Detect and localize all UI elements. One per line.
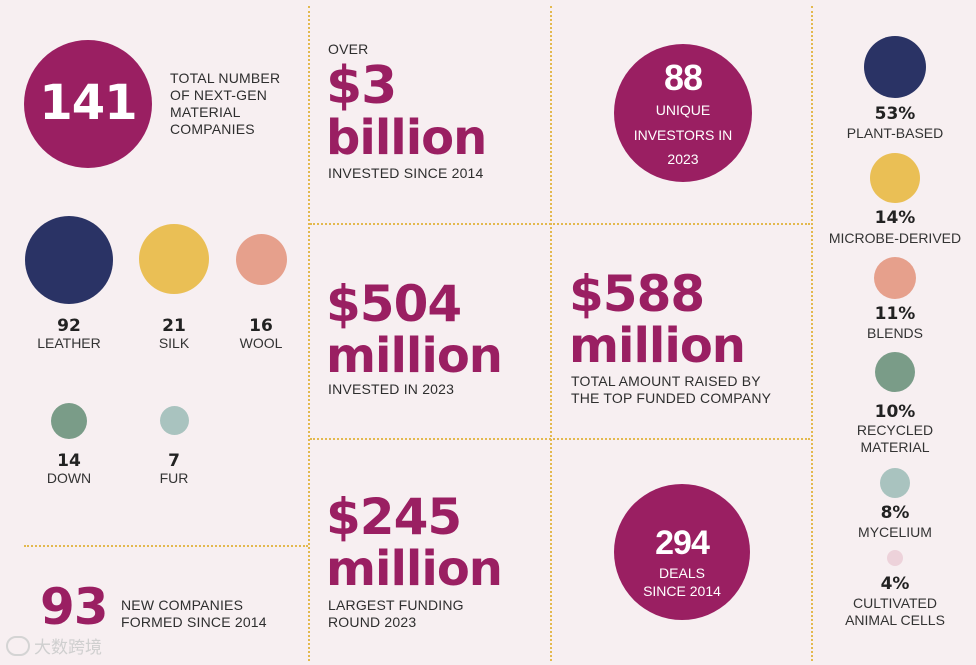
wool-count: 16 [249, 316, 273, 336]
fur-label: FUR [159, 470, 189, 486]
down-count: 14 [57, 451, 81, 471]
wool-label: WOOL [239, 335, 283, 351]
mycelium-percent: 8% [880, 503, 910, 523]
deals-label-line-2: SINCE 2014 [643, 583, 721, 599]
deals-circle: 294 DEALS SINCE 2014 [614, 484, 750, 620]
invested-total-label: INVESTED SINCE 2014 [328, 165, 484, 181]
divider-col-3 [811, 6, 813, 661]
recycled-material-label: RECYCLED MATERIAL [856, 422, 934, 455]
divider-row-1 [310, 223, 810, 225]
total-companies-circle: 141 [24, 40, 152, 168]
investors-label-line-1: UNIQUE [655, 102, 711, 118]
deals-number: 294 [655, 524, 710, 562]
invested-total-prefix: OVER [328, 41, 369, 57]
invested-2023-amount: $504 [326, 275, 462, 333]
blends-percent: 11% [874, 304, 916, 324]
investors-circle: 88 UNIQUE INVESTORS IN 2023 [614, 44, 752, 182]
top-company-amount: $588 [569, 265, 705, 323]
largest-round-unit: million [326, 541, 503, 597]
microbe-derived-circle [870, 153, 920, 203]
invested-total-amount: $3 [326, 56, 397, 116]
leather-label: LEATHER [37, 335, 101, 351]
plant-based-label: PLANT-BASED [846, 125, 944, 141]
cultivated-animal-cells-label: CULTIVATED ANIMAL CELLS [845, 595, 945, 628]
largest-round-amount: $245 [326, 488, 462, 546]
total-companies-number: 141 [39, 75, 137, 131]
watermark-logo-icon [6, 635, 30, 656]
investors-number: 88 [663, 57, 703, 98]
total-companies-label: TOTAL NUMBER OF NEXT-GEN MATERIAL COMPAN… [170, 70, 281, 137]
investors-label-line-2: INVESTORS IN [633, 127, 733, 143]
fur-count: 7 [168, 451, 180, 471]
blends-label: BLENDS [866, 325, 924, 341]
blends-circle [874, 257, 916, 299]
fur-circle [160, 406, 189, 435]
plant-based-circle [864, 36, 926, 98]
silk-label: SILK [158, 335, 190, 351]
divider-row-2 [310, 438, 810, 440]
divider-col-1 [308, 6, 310, 661]
top-company-unit: million [569, 318, 746, 374]
cultivated-animal-cells-percent: 4% [880, 574, 910, 594]
invested-2023-label: INVESTED IN 2023 [328, 381, 455, 397]
largest-round-label: LARGEST FUNDING ROUND 2023 [328, 597, 464, 630]
invested-total-unit: billion [326, 110, 487, 166]
top-company-label: TOTAL AMOUNT RAISED BY THE TOP FUNDED CO… [571, 373, 772, 406]
watermark: 大数跨境 [6, 633, 102, 658]
silk-count: 21 [162, 316, 186, 336]
new-companies-label: NEW COMPANIES FORMED SINCE 2014 [121, 597, 267, 630]
microbe-derived-percent: 14% [874, 208, 916, 228]
invested-2023-unit: million [326, 328, 503, 384]
recycled-material-percent: 10% [874, 402, 916, 422]
recycled-material-circle [875, 352, 915, 392]
silk-circle [139, 224, 209, 294]
mycelium-label: MYCELIUM [858, 524, 932, 540]
microbe-derived-label: MICROBE-DERIVED [828, 230, 962, 246]
divider-left-bottom [24, 545, 308, 547]
plant-based-percent: 53% [874, 104, 916, 124]
new-companies-number: 93 [40, 578, 109, 636]
down-circle [51, 403, 87, 439]
divider-col-2 [550, 6, 552, 661]
deals-label-line-1: DEALS [659, 565, 705, 581]
mycelium-circle [880, 468, 910, 498]
investors-label-line-3: 2023 [667, 151, 699, 167]
watermark-text: 大数跨境 [34, 638, 102, 658]
wool-circle [236, 234, 287, 285]
cultivated-animal-cells-circle [887, 550, 903, 566]
leather-circle [25, 216, 113, 304]
leather-count: 92 [57, 316, 81, 336]
down-label: DOWN [46, 470, 92, 486]
